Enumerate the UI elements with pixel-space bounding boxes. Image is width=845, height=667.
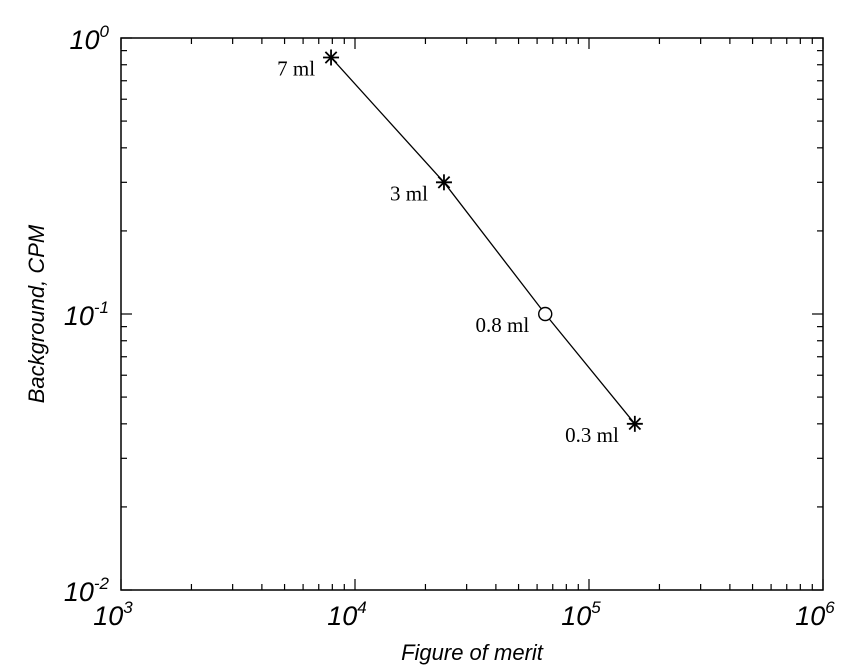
- point-label: 7 ml: [277, 56, 315, 80]
- asterisk-stroke: [324, 51, 338, 64]
- asterisk-marker: [435, 174, 452, 191]
- circle-marker: [538, 306, 553, 322]
- data-markers: [323, 49, 643, 432]
- point-label: 3 ml: [390, 181, 428, 205]
- asterisk-stroke: [628, 417, 642, 431]
- x-tick-label: 106: [795, 598, 835, 631]
- x-axis-title: Figure of merit: [401, 640, 544, 665]
- point-label: 0.8 ml: [476, 313, 530, 337]
- y-tick-label: 10-2: [64, 574, 110, 607]
- series-line: [330, 57, 636, 425]
- y-tick-label: 100: [69, 22, 109, 55]
- y-axis-title: Background, CPM: [24, 224, 49, 403]
- point-labels: 7 ml 3 ml 0.8 ml 0.3 ml: [277, 56, 619, 446]
- axis-ticks: [120, 37, 824, 591]
- asterisk-marker: [323, 49, 340, 66]
- asterisk-stroke: [437, 176, 451, 189]
- x-tick-label: 103: [93, 598, 133, 631]
- y-tick-label: 10-1: [64, 298, 109, 331]
- x-tick-label: 105: [561, 598, 601, 631]
- x-tick-label: 104: [327, 598, 367, 631]
- plot-frame: [120, 37, 824, 591]
- tick-labels: 103 104 105 106 100 10-1 10-2: [64, 22, 835, 631]
- point-label: 0.3 ml: [565, 423, 619, 447]
- asterisk-marker: [626, 415, 643, 432]
